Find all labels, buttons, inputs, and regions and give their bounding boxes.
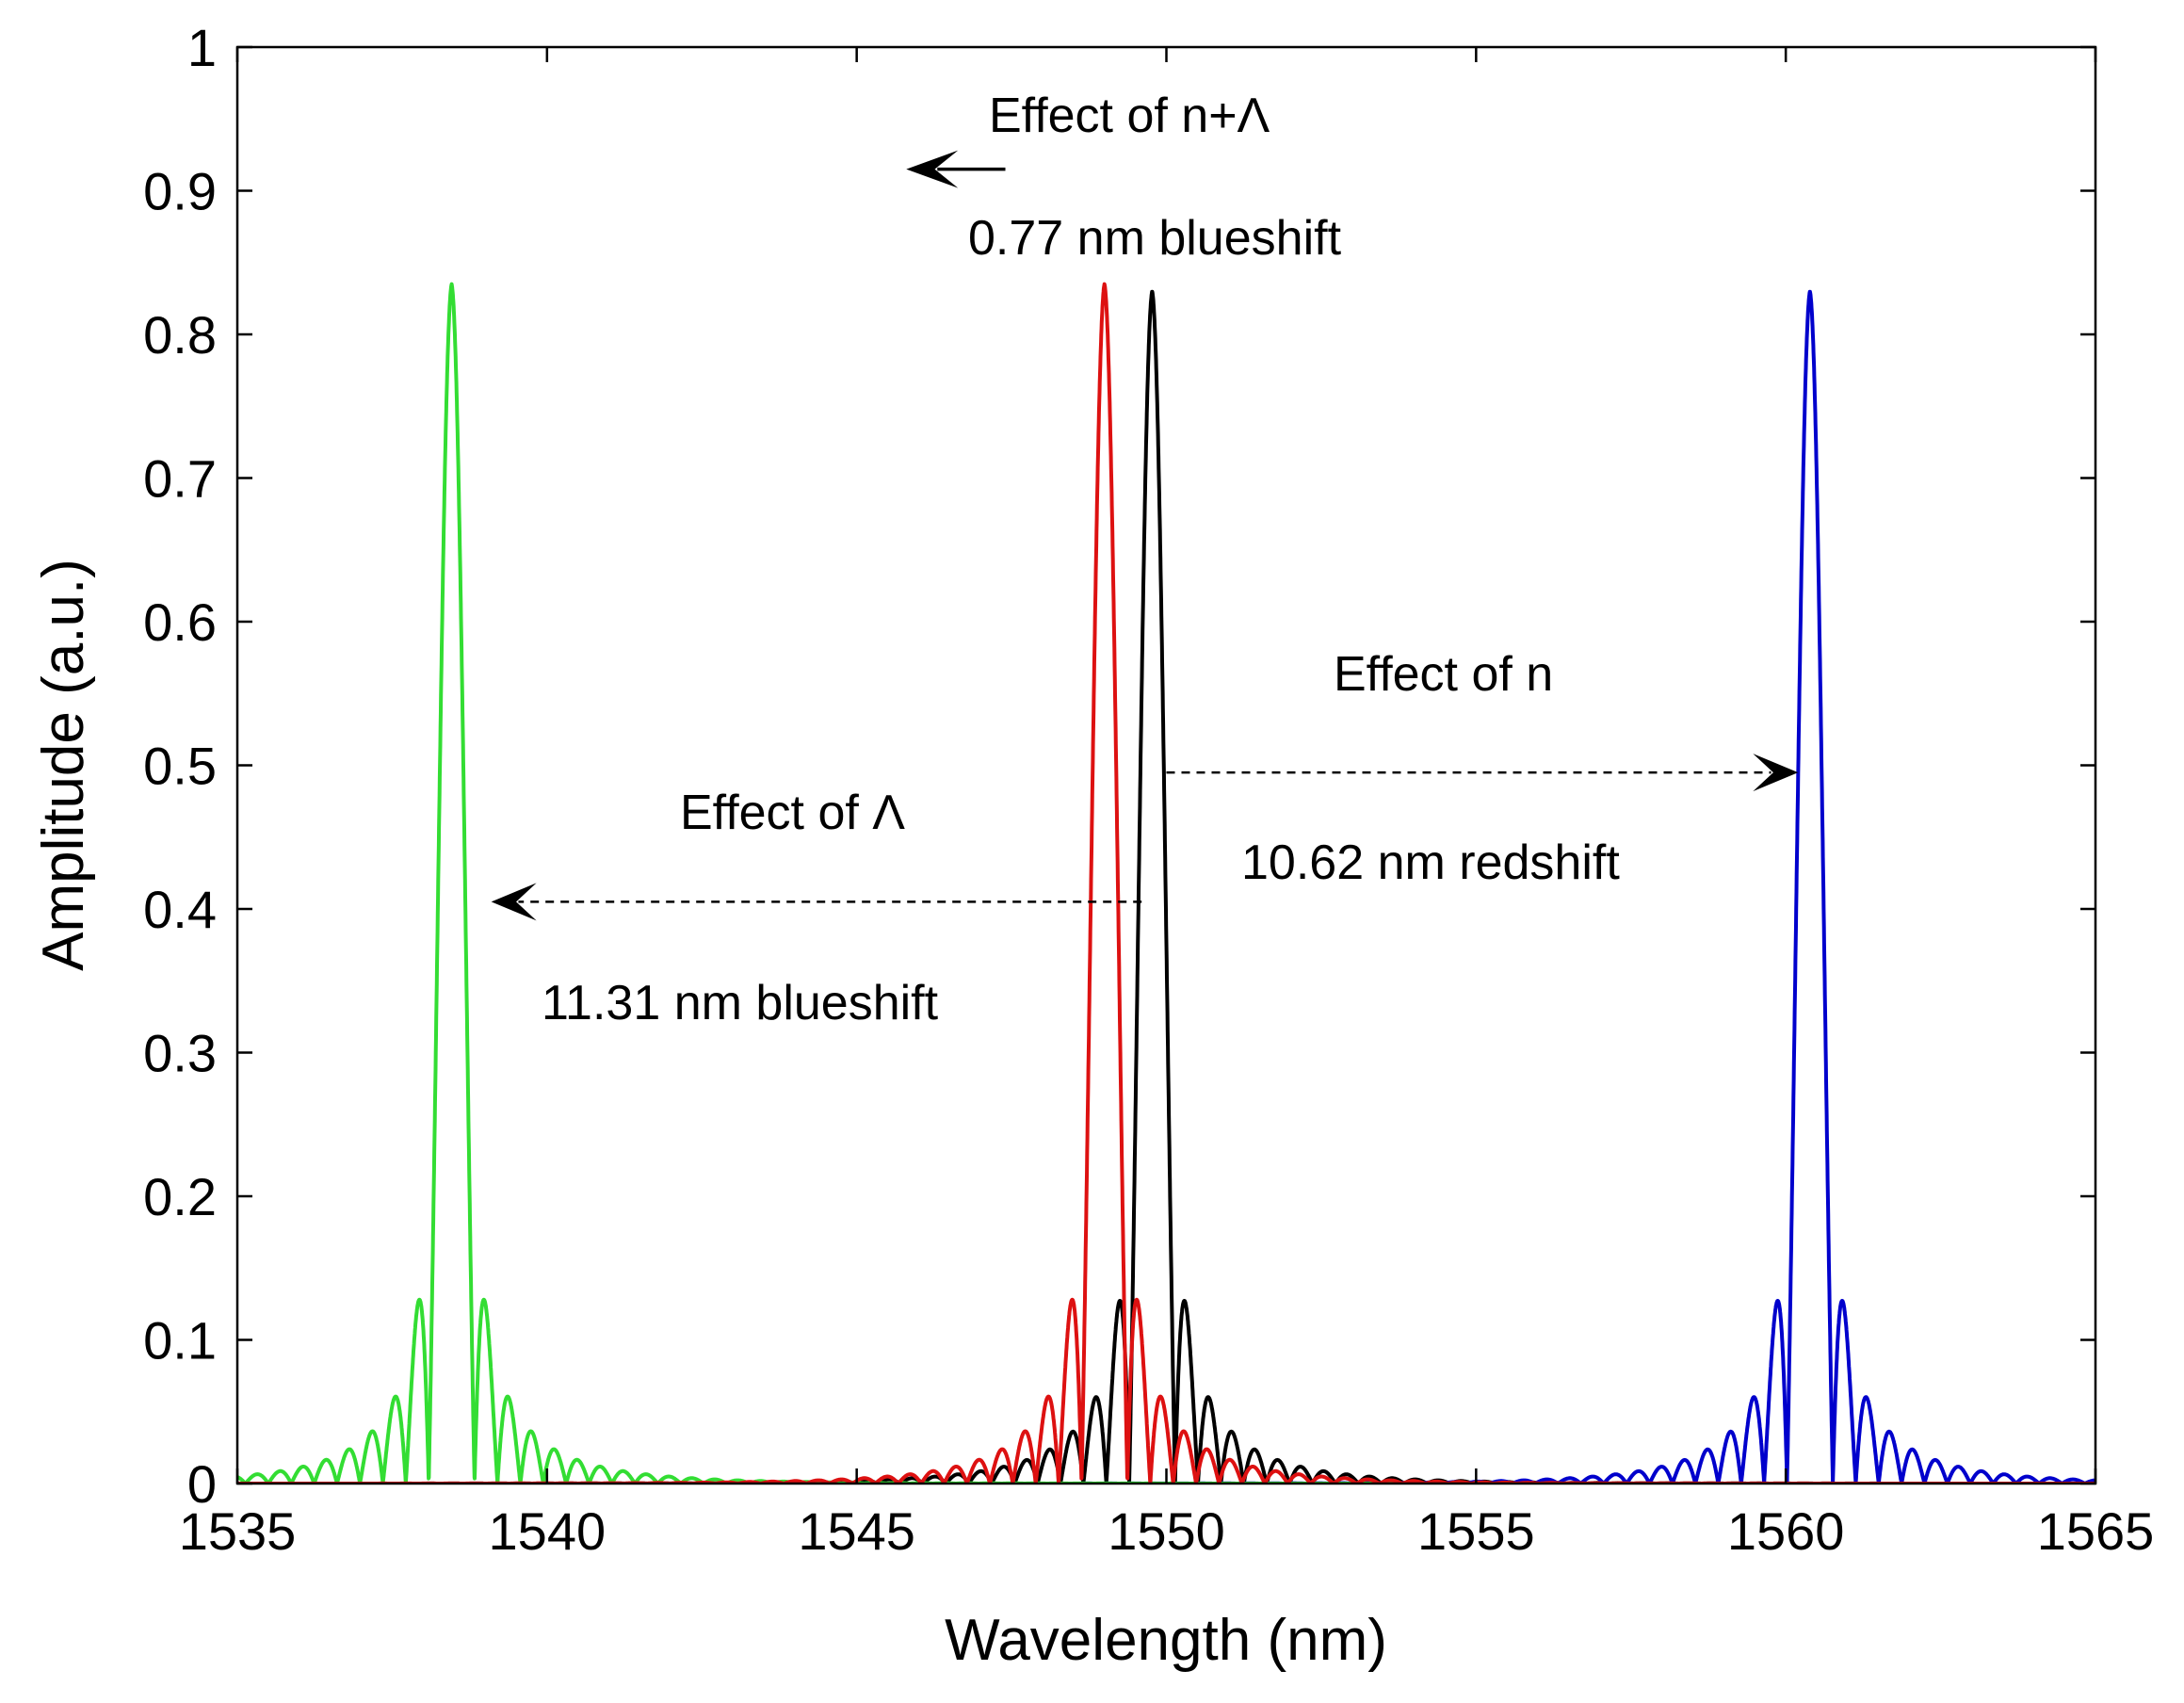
series-line-effect-of-lambda bbox=[237, 282, 2095, 1484]
series-line-effect-of-n bbox=[237, 289, 2095, 1484]
x-tick-label: 1540 bbox=[489, 1501, 607, 1561]
arrow-n-lambda-head bbox=[906, 150, 959, 188]
y-tick-label: 0.3 bbox=[143, 1024, 217, 1083]
x-tick-label: 1545 bbox=[798, 1501, 915, 1561]
y-tick-label: 1 bbox=[187, 18, 217, 77]
x-axis-label: Wavelength (nm) bbox=[945, 1608, 1387, 1673]
x-tick-label: 1535 bbox=[179, 1501, 297, 1561]
arrows-layer bbox=[491, 150, 1799, 921]
annotation-n-lambda-title: Effect of n+Λ bbox=[989, 89, 1270, 143]
ticks-layer: 1535 1540 1545 1550 1555 1560 1565 0 0.1 0.2 0.3 0.… bbox=[143, 18, 2154, 1561]
annotation-lambda-title: Effect of Λ bbox=[680, 786, 905, 840]
x-tick-label: 1550 bbox=[1108, 1501, 1225, 1561]
plot-background bbox=[237, 47, 2095, 1484]
arrow-lambda bbox=[491, 883, 1142, 921]
annotation-lambda-value: 11.31 nm blueshift bbox=[542, 976, 939, 1030]
annotation-n-lambda-value: 0.77 nm blueshift bbox=[968, 211, 1342, 266]
x-tick-label: 1555 bbox=[1417, 1501, 1535, 1561]
annotation-n-title: Effect of n bbox=[1334, 647, 1553, 702]
y-tick-label: 0.7 bbox=[143, 449, 217, 509]
y-tick-label: 0.5 bbox=[143, 737, 217, 796]
y-tick-label: 0.2 bbox=[143, 1167, 217, 1226]
y-tick-label: 0.1 bbox=[143, 1311, 217, 1371]
arrow-n bbox=[1166, 754, 1799, 792]
x-tick-label: 1565 bbox=[2037, 1501, 2155, 1561]
arrow-n-lambda bbox=[906, 150, 1006, 188]
x-tick-label: 1560 bbox=[1727, 1501, 1845, 1561]
annotation-n-value: 10.62 nm redshift bbox=[1241, 835, 1620, 890]
y-axis-label: Amplitude (a.u.) bbox=[31, 559, 96, 971]
arrow-n-head bbox=[1753, 754, 1799, 792]
y-tick-label: 0.4 bbox=[143, 880, 217, 939]
arrow-lambda-head bbox=[491, 883, 537, 921]
y-tick-label: 0.9 bbox=[143, 162, 217, 221]
y-tick-label: 0.8 bbox=[143, 305, 217, 365]
y-tick-label: 0.6 bbox=[143, 592, 217, 652]
y-tick-label: 0 bbox=[187, 1454, 217, 1514]
